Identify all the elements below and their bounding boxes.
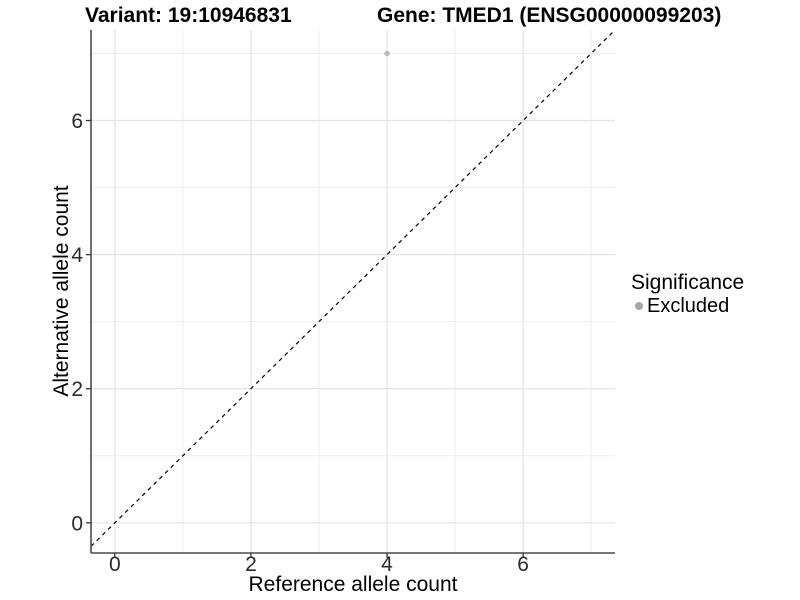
data-point [384, 50, 390, 57]
plot-panel [91, 30, 615, 553]
y-tick-label: 2 [71, 378, 83, 401]
x-axis-title: Reference allele count [248, 573, 458, 596]
x-tick-label: 0 [109, 553, 121, 576]
legend-entry-excluded: Excluded [631, 295, 744, 317]
plot-title-gene: Gene: TMED1 (ENSG00000099203) [377, 4, 722, 27]
identity-line [90, 29, 616, 547]
excluded-point-icon [635, 302, 643, 310]
legend-entry-label: Excluded [647, 295, 730, 317]
y-tick-label: 0 [71, 512, 83, 535]
y-tick-label: 6 [71, 110, 83, 133]
plot-title-variant: Variant: 19:10946831 [85, 4, 292, 27]
legend-title: Significance [631, 271, 745, 294]
y-tick-label: 4 [71, 244, 83, 267]
x-tick-label: 2 [245, 553, 257, 576]
x-tick-label: 4 [381, 553, 393, 576]
y-axis-title: Alternative allele count [50, 185, 73, 397]
x-tick-label: 6 [517, 553, 529, 576]
legend: Significance Excluded [631, 271, 745, 318]
